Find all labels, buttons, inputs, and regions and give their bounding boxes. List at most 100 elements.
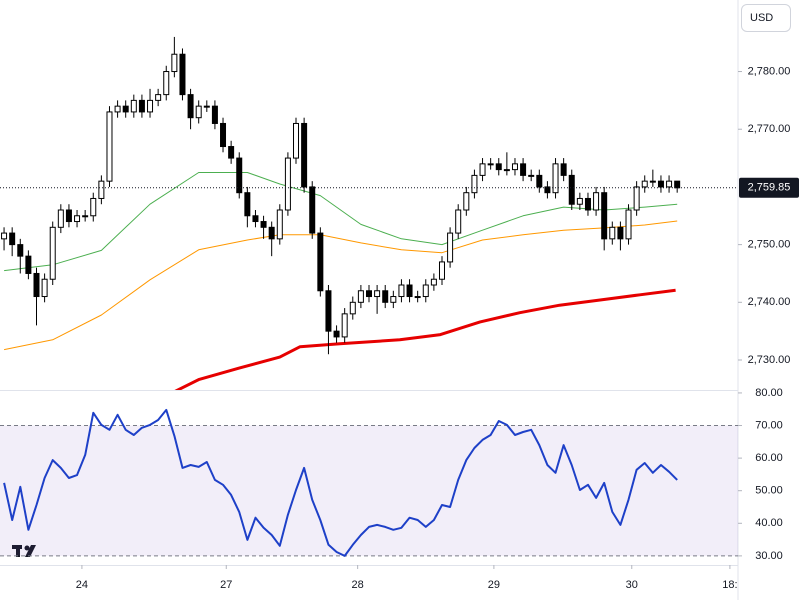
x-tick-label: 24 — [76, 579, 88, 591]
candle-body — [447, 232, 454, 263]
moving-average — [4, 172, 678, 272]
candle-body — [114, 105, 121, 113]
candle-body — [438, 261, 445, 280]
candle-body — [41, 278, 48, 298]
candle-body — [211, 105, 218, 124]
pane — [1, 36, 681, 390]
candle-body — [657, 180, 664, 188]
candle-body — [617, 226, 624, 240]
candle-body — [357, 290, 364, 303]
candle-body — [374, 290, 381, 298]
y-tick-label: 60.00 — [755, 452, 783, 464]
candle-body — [674, 180, 681, 189]
candle-body — [171, 53, 178, 73]
y-tick-label: 2,750.00 — [748, 239, 791, 251]
candle-body — [601, 192, 608, 240]
candle-body — [130, 99, 137, 113]
candle-body — [341, 313, 348, 338]
candle-body — [122, 105, 129, 113]
candle-body — [301, 122, 308, 188]
candle-body — [625, 209, 632, 240]
candle-body — [406, 284, 413, 298]
x-tick-label: 30 — [626, 579, 638, 591]
candle-body — [325, 290, 332, 332]
candle-body — [390, 296, 397, 303]
pane — [0, 408, 738, 557]
candle-body — [90, 197, 97, 217]
candle-body — [366, 290, 372, 298]
x-tick-label: 29 — [488, 579, 500, 591]
candle-body — [666, 180, 673, 188]
candle-body — [106, 111, 113, 182]
candle-body — [98, 180, 105, 199]
candle-body — [503, 169, 510, 172]
candle-body — [398, 284, 405, 298]
candle-body — [147, 99, 154, 113]
candle-body — [1, 232, 8, 240]
y-tick-label: 80.00 — [755, 387, 783, 399]
candle-body — [49, 226, 56, 280]
candle-body — [495, 163, 502, 171]
candle-body — [260, 221, 267, 228]
candle-body — [74, 215, 81, 223]
candle-body — [641, 180, 648, 188]
candle-body — [33, 272, 40, 298]
candle-body — [568, 174, 575, 205]
candle-body — [236, 157, 243, 194]
candle-body — [414, 296, 421, 299]
candle-body — [333, 330, 340, 338]
last-price-tag — [739, 177, 799, 198]
x-tick-label: 18: — [722, 579, 737, 591]
y-tick-label: 70.00 — [755, 419, 783, 431]
candle-body — [422, 284, 429, 298]
candle-body — [536, 174, 543, 188]
candle-body — [593, 192, 600, 211]
y-tick-label: 2,730.00 — [748, 354, 791, 366]
candle-body — [309, 186, 316, 234]
y-tick-label: 2,740.00 — [748, 296, 791, 308]
candle-body — [228, 146, 235, 159]
candle-body — [560, 163, 567, 176]
candle-body — [463, 192, 470, 211]
candle-body — [155, 94, 162, 101]
candle-body — [430, 278, 437, 286]
y-tick-label: 2,770.00 — [748, 123, 791, 135]
candle-body — [649, 180, 656, 183]
candle-body — [65, 209, 72, 223]
candle-body — [511, 163, 518, 171]
candle-body — [252, 215, 259, 223]
candle-body — [349, 301, 356, 315]
y-tick-label: 40.00 — [755, 517, 783, 529]
candle-body — [284, 157, 291, 211]
candle-body — [203, 105, 210, 108]
rsi-line — [3, 408, 678, 557]
candle-body — [455, 209, 462, 234]
candle-body — [179, 53, 186, 96]
logo — [12, 545, 36, 557]
candle-body — [138, 99, 145, 113]
candle-body — [293, 122, 300, 159]
candle-body — [82, 215, 89, 218]
candle-body — [195, 105, 202, 119]
candle-body — [576, 197, 583, 205]
x-tick-label: 27 — [220, 579, 232, 591]
candle-body — [220, 122, 227, 148]
candle-body — [633, 186, 640, 211]
candle-body — [479, 163, 486, 176]
candle-body — [471, 174, 478, 194]
x-tick-label: 28 — [352, 579, 364, 591]
rsi-band — [0, 425, 738, 556]
y-tick-label: 50.00 — [755, 485, 783, 497]
candle-body — [544, 186, 551, 194]
candle-body — [276, 209, 283, 240]
candle-body — [9, 232, 16, 246]
candle-body — [520, 163, 527, 176]
candle-body — [552, 163, 559, 194]
currency-button[interactable]: USD — [741, 4, 791, 32]
y-tick-label: 30.00 — [755, 550, 783, 562]
y-tick-label: 2,780.00 — [748, 65, 791, 77]
moving-average — [174, 288, 676, 390]
candle-body — [382, 290, 389, 303]
